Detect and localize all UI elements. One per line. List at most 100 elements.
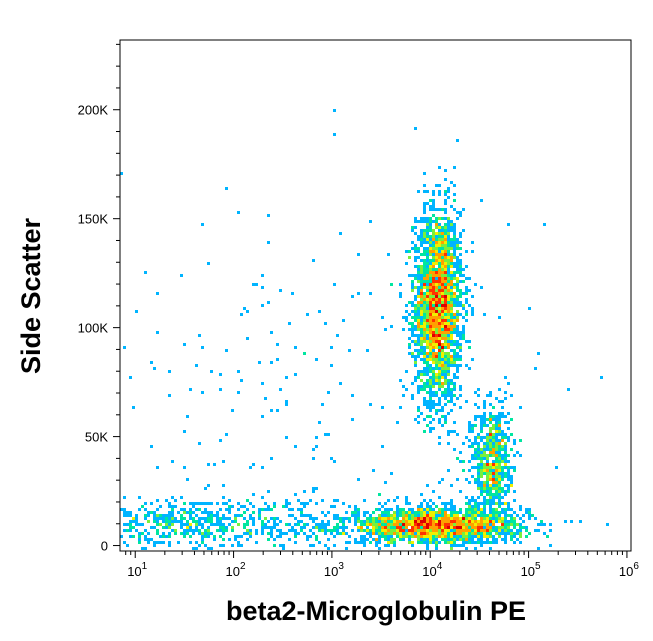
data-point <box>495 484 498 487</box>
data-point <box>459 241 462 244</box>
data-point <box>423 346 426 349</box>
data-point <box>447 223 450 226</box>
data-point <box>327 523 330 526</box>
data-point <box>459 451 462 454</box>
data-point <box>426 202 429 205</box>
data-point <box>333 529 336 532</box>
data-point <box>498 481 501 484</box>
data-point <box>252 283 255 286</box>
data-point <box>429 301 432 304</box>
data-point <box>429 340 432 343</box>
data-point <box>450 304 453 307</box>
data-point <box>399 508 402 511</box>
data-point <box>417 235 420 238</box>
data-point <box>489 499 492 502</box>
data-point <box>462 316 465 319</box>
data-point <box>447 400 450 403</box>
data-point <box>429 355 432 358</box>
data-point <box>429 244 432 247</box>
data-point <box>168 541 171 544</box>
data-point <box>345 541 348 544</box>
data-point <box>480 517 483 520</box>
data-point <box>438 421 441 424</box>
data-point <box>417 376 420 379</box>
data-point <box>411 520 414 523</box>
data-point <box>357 478 360 481</box>
data-point <box>186 520 189 523</box>
data-point <box>417 328 420 331</box>
data-point <box>414 244 417 247</box>
data-point <box>132 520 135 523</box>
data-point <box>441 394 444 397</box>
data-point <box>261 304 264 307</box>
data-point <box>420 220 423 223</box>
data-point <box>420 388 423 391</box>
data-point <box>465 289 468 292</box>
data-point <box>435 526 438 529</box>
data-point <box>507 523 510 526</box>
data-point <box>468 430 471 433</box>
data-point <box>312 448 315 451</box>
data-point <box>429 337 432 340</box>
data-point <box>303 532 306 535</box>
data-point <box>411 334 414 337</box>
data-point <box>381 526 384 529</box>
data-point <box>438 352 441 355</box>
data-point <box>435 253 438 256</box>
data-point <box>423 247 426 250</box>
data-point <box>447 250 450 253</box>
data-point <box>297 520 300 523</box>
data-point <box>426 316 429 319</box>
data-point <box>435 505 438 508</box>
data-point <box>432 490 435 493</box>
data-point <box>351 514 354 517</box>
data-point <box>444 364 447 367</box>
data-point <box>429 415 432 418</box>
data-point <box>504 448 507 451</box>
data-point <box>285 499 288 502</box>
data-point <box>456 397 459 400</box>
data-point <box>429 310 432 313</box>
data-point <box>459 304 462 307</box>
data-point <box>441 415 444 418</box>
data-point <box>426 340 429 343</box>
data-point <box>453 421 456 424</box>
data-point <box>456 340 459 343</box>
data-point <box>423 532 426 535</box>
data-point <box>426 373 429 376</box>
data-point <box>450 310 453 313</box>
data-point <box>468 481 471 484</box>
data-point <box>321 523 324 526</box>
data-point <box>381 316 384 319</box>
data-point <box>438 238 441 241</box>
data-point <box>150 445 153 448</box>
data-point <box>489 394 492 397</box>
data-point <box>453 430 456 433</box>
data-point <box>435 541 438 544</box>
data-point <box>480 481 483 484</box>
data-point <box>495 415 498 418</box>
data-point <box>441 235 444 238</box>
data-point <box>165 526 168 529</box>
data-point <box>543 223 546 226</box>
data-point <box>459 511 462 514</box>
data-point <box>444 322 447 325</box>
data-point <box>327 391 330 394</box>
data-point <box>489 451 492 454</box>
data-point <box>441 241 444 244</box>
data-point <box>312 457 315 460</box>
data-point <box>357 514 360 517</box>
data-point <box>417 343 420 346</box>
data-point <box>438 436 441 439</box>
data-point <box>459 490 462 493</box>
data-point <box>426 271 429 274</box>
data-point <box>150 502 153 505</box>
data-point <box>450 364 453 367</box>
data-point <box>465 508 468 511</box>
data-point <box>480 439 483 442</box>
data-point <box>429 241 432 244</box>
data-point <box>435 292 438 295</box>
data-point <box>252 523 255 526</box>
data-point <box>441 319 444 322</box>
data-point <box>468 427 471 430</box>
